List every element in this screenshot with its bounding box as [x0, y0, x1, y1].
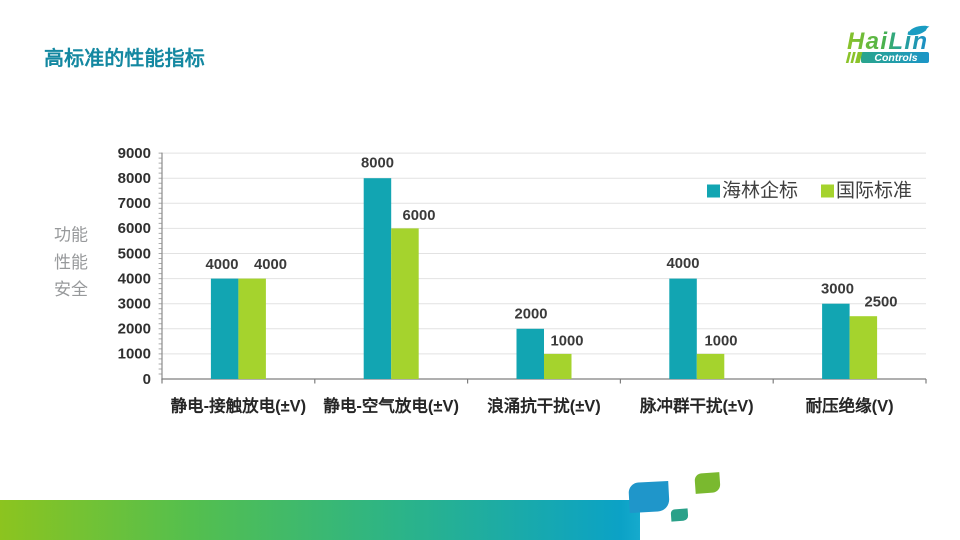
svg-text:脉冲群干扰(±V): 脉冲群干扰(±V) [639, 396, 754, 416]
svg-text:安全: 安全 [54, 280, 88, 299]
svg-text:国际标准: 国际标准 [836, 180, 912, 202]
svg-text:6000: 6000 [118, 220, 151, 237]
svg-text:7000: 7000 [118, 195, 151, 212]
svg-text:0: 0 [143, 371, 151, 388]
svg-text:耐压绝缘(V): 耐压绝缘(V) [806, 396, 894, 416]
svg-text:9000: 9000 [118, 145, 151, 162]
svg-text:静电-空气放电(±V): 静电-空气放电(±V) [323, 396, 459, 416]
svg-text:5000: 5000 [118, 245, 151, 262]
svg-text:1000: 1000 [551, 334, 584, 350]
svg-text:2000: 2000 [515, 307, 548, 323]
svg-text:功能: 功能 [54, 226, 88, 245]
svg-text:2000: 2000 [118, 321, 151, 338]
svg-text:性能: 性能 [54, 253, 88, 272]
svg-text:Controls: Controls [874, 52, 917, 64]
svg-text:4000: 4000 [254, 257, 287, 273]
svg-text:3000: 3000 [821, 282, 854, 298]
svg-text:1000: 1000 [118, 346, 151, 363]
svg-text:4000: 4000 [206, 257, 239, 273]
svg-text:2500: 2500 [865, 295, 898, 311]
svg-text:4000: 4000 [667, 256, 700, 272]
svg-text:6000: 6000 [403, 208, 436, 224]
svg-text:8000: 8000 [118, 170, 151, 187]
svg-text:静电-接触放电(±V): 静电-接触放电(±V) [171, 396, 307, 416]
svg-text:4000: 4000 [118, 270, 151, 287]
svg-text:1000: 1000 [705, 334, 738, 350]
svg-text:8000: 8000 [361, 156, 394, 172]
svg-text:海林企标: 海林企标 [722, 180, 798, 202]
svg-text:3000: 3000 [118, 296, 151, 313]
svg-text:浪涌抗干扰(±V): 浪涌抗干扰(±V) [487, 396, 601, 416]
